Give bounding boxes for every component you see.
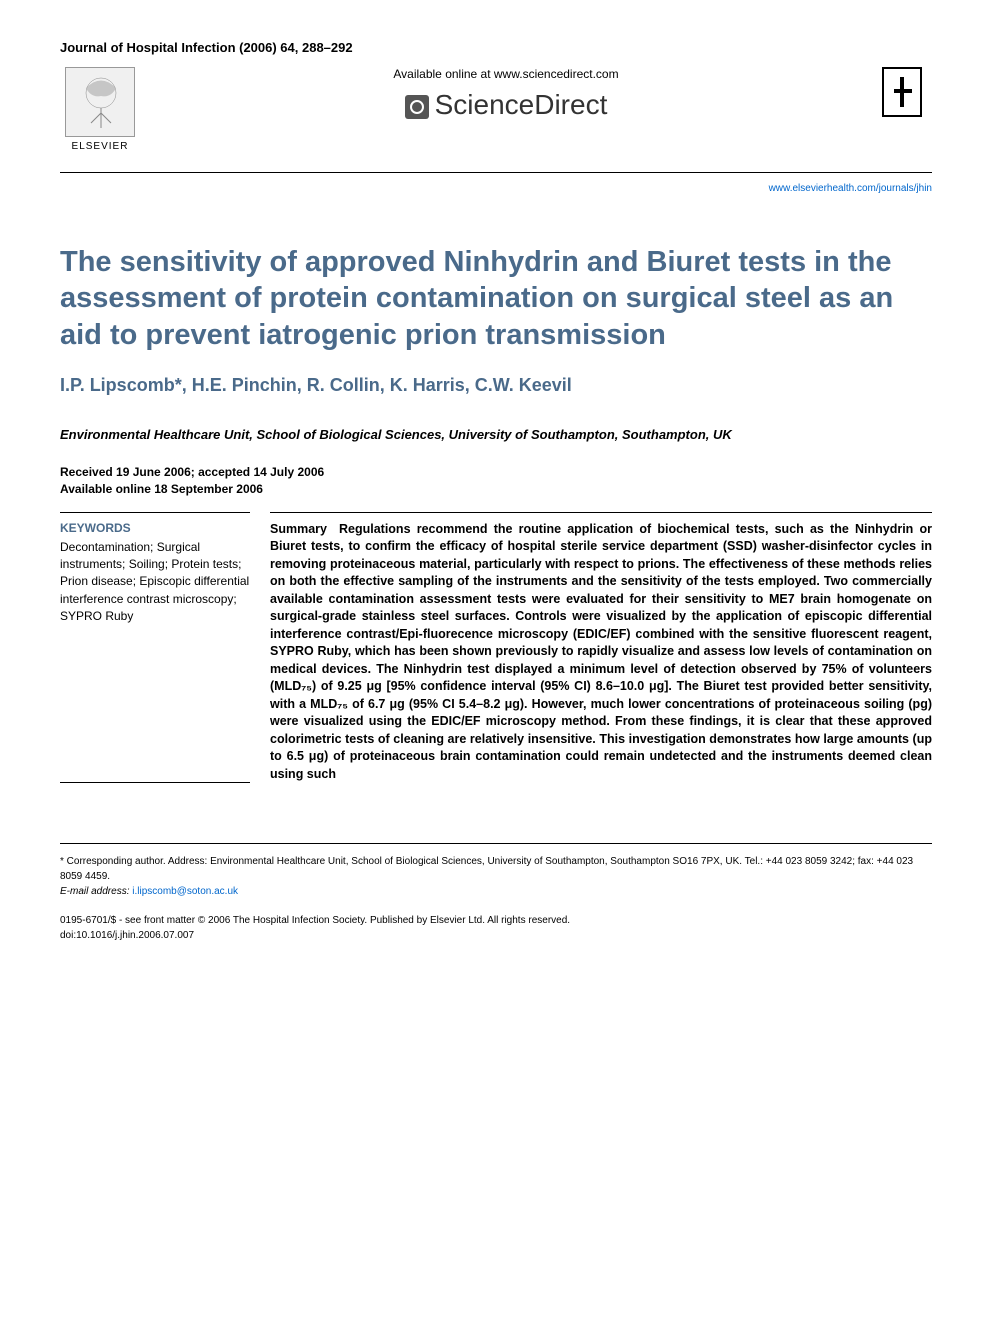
keywords-box: KEYWORDS Decontamination; Surgical instr… bbox=[60, 512, 250, 784]
footer-section: * Corresponding author. Address: Environ… bbox=[60, 843, 932, 943]
sciencedirect-icon bbox=[405, 95, 429, 119]
keywords-list: Decontamination; Surgical instruments; S… bbox=[60, 539, 250, 626]
elsevier-tree-icon bbox=[65, 67, 135, 137]
copyright-line: 0195-6701/$ - see front matter © 2006 Th… bbox=[60, 913, 932, 928]
available-online-date: Available online 18 September 2006 bbox=[60, 481, 932, 498]
email-link[interactable]: i.lipscomb@soton.ac.uk bbox=[132, 886, 238, 897]
authors-list: I.P. Lipscomb*, H.E. Pinchin, R. Collin,… bbox=[60, 375, 932, 396]
received-date: Received 19 June 2006; accepted 14 July … bbox=[60, 464, 932, 481]
elsevier-logo: ELSEVIER bbox=[60, 67, 140, 157]
corresponding-author: * Corresponding author. Address: Environ… bbox=[60, 854, 932, 899]
sciencedirect-label: ScienceDirect bbox=[435, 89, 608, 120]
email-label: E-mail address: bbox=[60, 886, 129, 897]
content-row: KEYWORDS Decontamination; Surgical instr… bbox=[60, 512, 932, 784]
keywords-title: KEYWORDS bbox=[60, 521, 250, 535]
sciencedirect-block: Available online at www.sciencedirect.co… bbox=[140, 67, 872, 121]
summary-text: SummaryRegulations recommend the routine… bbox=[270, 521, 932, 784]
citation-header: Journal of Hospital Infection (2006) 64,… bbox=[60, 40, 932, 55]
article-title: The sensitivity of approved Ninhydrin an… bbox=[60, 244, 932, 353]
journal-logo bbox=[872, 67, 932, 137]
sciencedirect-logo: ScienceDirect bbox=[140, 89, 872, 121]
copyright-block: 0195-6701/$ - see front matter © 2006 Th… bbox=[60, 913, 932, 943]
elsevier-label: ELSEVIER bbox=[72, 141, 129, 152]
affiliation-text: Environmental Healthcare Unit, School of… bbox=[60, 426, 932, 444]
available-online-text: Available online at www.sciencedirect.co… bbox=[140, 67, 872, 81]
doi-line: doi:10.1016/j.jhin.2006.07.007 bbox=[60, 928, 932, 943]
summary-body: Regulations recommend the routine applic… bbox=[270, 522, 932, 781]
summary-box: SummaryRegulations recommend the routine… bbox=[270, 512, 932, 784]
publication-dates: Received 19 June 2006; accepted 14 July … bbox=[60, 464, 932, 498]
journal-icon bbox=[882, 67, 922, 117]
journal-url-link[interactable]: www.elsevierhealth.com/journals/jhin bbox=[60, 183, 932, 194]
corresponding-address: * Corresponding author. Address: Environ… bbox=[60, 854, 932, 884]
publisher-row: ELSEVIER Available online at www.science… bbox=[60, 67, 932, 173]
summary-label: Summary bbox=[270, 522, 327, 536]
